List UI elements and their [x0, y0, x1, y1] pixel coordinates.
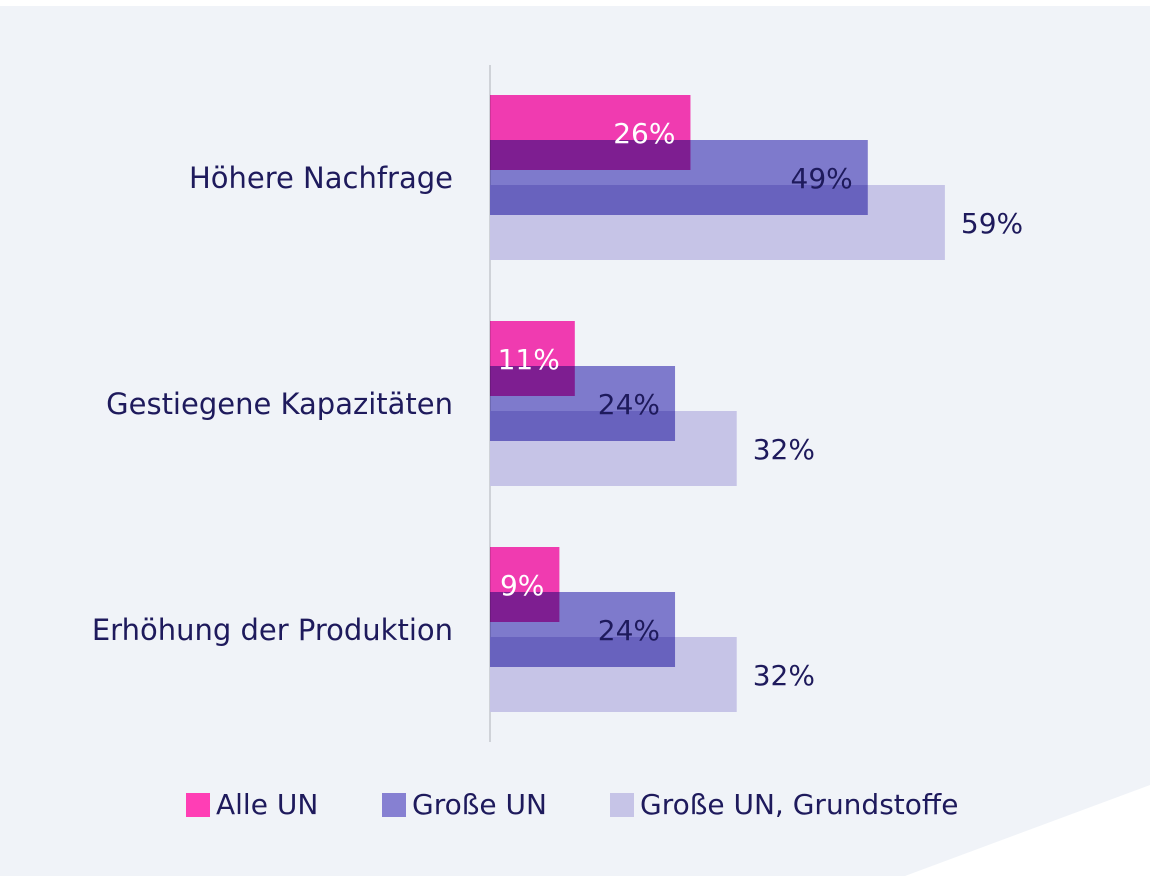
value-label: 11% [498, 343, 560, 376]
legend-label: Große UN, Grundstoffe [640, 788, 958, 821]
legend-swatch [610, 793, 634, 817]
category-label: Höhere Nachfrage [189, 161, 453, 195]
bars [490, 95, 945, 712]
value-label: 49% [791, 162, 853, 195]
bar [490, 95, 691, 170]
category-label: Gestiegene Kapazitäten [106, 387, 453, 421]
value-label: 9% [500, 569, 544, 602]
value-label: 24% [598, 614, 660, 647]
value-label: 32% [753, 659, 815, 692]
bar [490, 547, 560, 622]
legend-swatch [186, 793, 210, 817]
bar [490, 321, 575, 396]
value-label: 24% [598, 388, 660, 421]
value-label: 32% [753, 433, 815, 466]
legend-label: Große UN [412, 788, 547, 821]
value-label: 26% [613, 117, 675, 150]
labels: Höhere Nachfrage 26% 49% 59% Gestiegene Kapa… [92, 117, 1023, 821]
category-label: Erhöhung der Produktion [92, 613, 453, 647]
legend-swatch [382, 793, 406, 817]
legend-label: Alle UN [216, 788, 318, 821]
value-label: 59% [961, 207, 1023, 240]
